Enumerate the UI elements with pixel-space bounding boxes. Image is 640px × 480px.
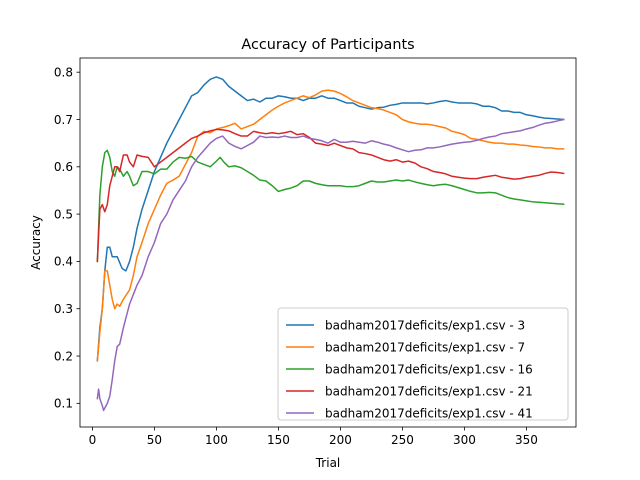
y-tick-label: 0.1: [54, 397, 73, 411]
chart-title: Accuracy of Participants: [241, 37, 414, 53]
y-tick-label: 0.6: [54, 160, 73, 174]
x-tick-label: 250: [391, 433, 414, 447]
x-tick-label: 0: [89, 433, 97, 447]
x-tick-label: 200: [329, 433, 352, 447]
y-tick-label: 0.5: [54, 207, 73, 221]
series-line-3: [96, 128, 565, 263]
x-axis-label: Trial: [315, 456, 341, 470]
series-line-0: [96, 76, 565, 362]
x-tick-label: 100: [205, 433, 228, 447]
legend-label-2: badham2017deficits/exp1.csv - 16: [325, 362, 533, 376]
y-tick-label: 0.3: [54, 302, 73, 316]
y-tick-label: 0.4: [54, 255, 73, 269]
series-layer: [96, 76, 565, 412]
series-line-4: [96, 118, 565, 412]
y-tick-label: 0.8: [54, 65, 73, 79]
legend-label-3: badham2017deficits/exp1.csv - 21: [325, 384, 533, 398]
y-tick-label: 0.7: [54, 113, 73, 127]
y-axis-label: Accuracy: [29, 215, 43, 270]
legend-label-4: badham2017deficits/exp1.csv - 41: [325, 406, 533, 420]
x-tick-label: 300: [453, 433, 476, 447]
x-tick-label: 350: [515, 433, 538, 447]
series-line-2: [96, 149, 565, 263]
x-tick-label: 150: [267, 433, 290, 447]
legend-frame: [277, 307, 569, 421]
x-tick-label: 50: [147, 433, 162, 447]
plot-frame: [79, 57, 577, 428]
y-axis: 0.1 0.2 0.3 0.4 0.5 0.6 0.7 0.8: [54, 65, 80, 411]
legend-label-1: badham2017deficits/exp1.csv - 7: [325, 340, 525, 354]
x-axis: 0 50 100 150 200 250 300 350: [89, 427, 538, 447]
plot-area: [79, 57, 577, 428]
y-tick-label: 0.2: [54, 349, 73, 363]
legend-label-0: badham2017deficits/exp1.csv - 3: [325, 318, 525, 332]
legend: badham2017deficits/exp1.csv - 3 badham201…: [277, 307, 569, 421]
